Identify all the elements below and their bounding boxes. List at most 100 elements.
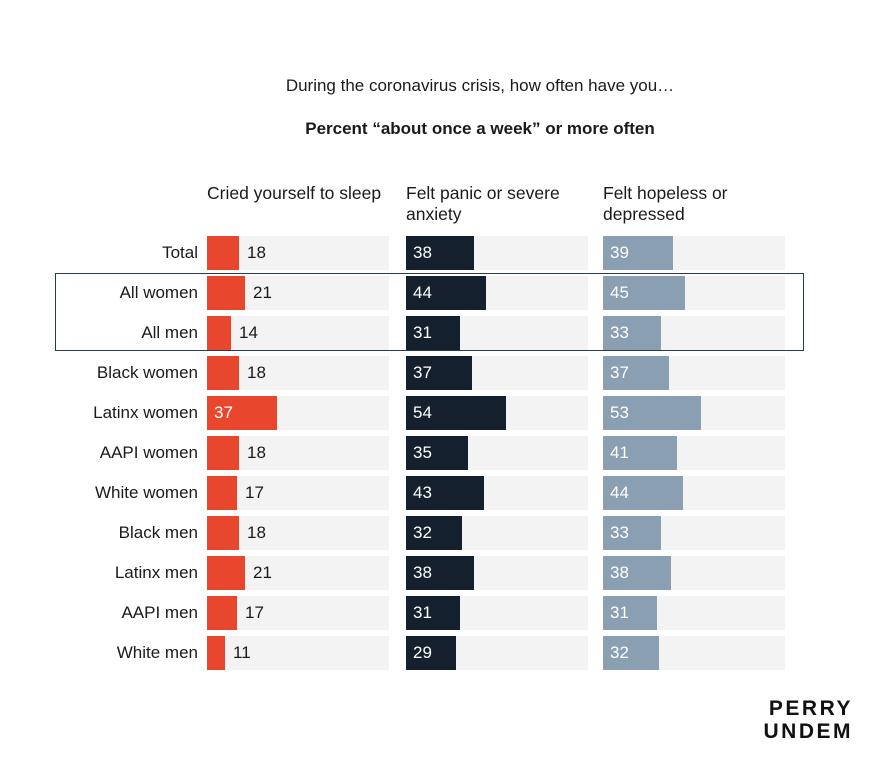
value-label-latinx-men-s2: 38 xyxy=(610,563,629,582)
bar-track-white-women-s1: 43 xyxy=(406,476,588,510)
bar-track-latinx-men-s0: 21 xyxy=(207,556,389,590)
bar-aapi-men-s1 xyxy=(406,596,460,630)
value-label-all-men-s1: 31 xyxy=(413,323,432,342)
value-label-aapi-women-s0: 18 xyxy=(247,443,266,462)
bar-latinx-women-s0 xyxy=(207,396,277,430)
bar-track-aapi-women-s0: 18 xyxy=(207,436,389,470)
bar-latinx-men-s2 xyxy=(603,556,671,590)
value-label-all-men-s0: 14 xyxy=(239,323,258,342)
value-label-black-men-s1: 32 xyxy=(413,523,432,542)
bar-black-men-s1 xyxy=(406,516,462,550)
value-label-latinx-men-s0: 21 xyxy=(253,563,272,582)
bar-white-women-s2 xyxy=(603,476,683,510)
bar-latinx-men-s1 xyxy=(406,556,474,590)
bar-all-men-s2 xyxy=(603,316,661,350)
bar-track-white-men-s0: 11 xyxy=(207,636,389,670)
row-label-aapi-men: AAPI men xyxy=(121,603,198,622)
bar-track-aapi-women-s1: 35 xyxy=(406,436,588,470)
value-label-latinx-women-s2: 53 xyxy=(610,403,629,422)
row-label-latinx-men: Latinx men xyxy=(114,563,198,582)
bar-track-black-men-s0: 18 xyxy=(207,516,389,550)
bar-latinx-women-s2 xyxy=(603,396,701,430)
bar-aapi-men-s0 xyxy=(207,596,237,630)
bar-black-women-s0 xyxy=(207,356,239,390)
row-label-latinx-women: Latinx women xyxy=(93,403,198,422)
bar-track-total-s0: 18 xyxy=(207,236,389,270)
bar-track-latinx-women-s2: 53 xyxy=(603,396,785,430)
bar-all-women-s2 xyxy=(603,276,685,310)
value-label-aapi-men-s0: 17 xyxy=(245,603,264,622)
value-label-aapi-men-s1: 31 xyxy=(413,603,432,622)
bar-latinx-men-s0 xyxy=(207,556,245,590)
bar-black-men-s2 xyxy=(603,516,661,550)
value-label-all-women-s2: 45 xyxy=(610,283,629,302)
row-label-black-women: Black women xyxy=(96,363,198,382)
bar-track-black-women-s1: 37 xyxy=(406,356,588,390)
value-label-white-women-s0: 17 xyxy=(245,483,264,502)
value-label-all-women-s1: 44 xyxy=(413,283,432,302)
column-header-panic: Felt panic or severe anxiety xyxy=(406,183,560,224)
bar-white-women-s1 xyxy=(406,476,484,510)
value-label-aapi-men-s2: 31 xyxy=(610,603,629,622)
value-label-all-men-s2: 33 xyxy=(610,323,629,342)
bar-total-s1 xyxy=(406,236,474,270)
bar-track-black-women-s0: 18 xyxy=(207,356,389,390)
bar-track-black-men-s2: 33 xyxy=(603,516,785,550)
bar-all-men-s1 xyxy=(406,316,460,350)
bar-track-aapi-men-s1: 31 xyxy=(406,596,588,630)
bar-total-s2 xyxy=(603,236,673,270)
bar-track-white-men-s2: 32 xyxy=(603,636,785,670)
bar-track-all-men-s0: 14 xyxy=(207,316,389,350)
bar-track-latinx-women-s0: 37 xyxy=(207,396,389,430)
bar-track-black-women-s2: 37 xyxy=(603,356,785,390)
value-label-black-men-s0: 18 xyxy=(247,523,266,542)
bar-track-all-men-s2: 33 xyxy=(603,316,785,350)
value-label-white-men-s1: 29 xyxy=(413,643,432,662)
bar-track-all-men-s1: 31 xyxy=(406,316,588,350)
row-label-black-men: Black men xyxy=(118,523,198,542)
value-label-latinx-men-s1: 38 xyxy=(413,563,432,582)
bar-track-all-women-s2: 45 xyxy=(603,276,785,310)
bar-track-white-men-s1: 29 xyxy=(406,636,588,670)
value-label-total-s2: 39 xyxy=(610,243,629,262)
bar-aapi-men-s2 xyxy=(603,596,657,630)
value-label-white-men-s2: 32 xyxy=(610,643,629,662)
highlight-box-all-women-men xyxy=(55,273,804,351)
logo-line-2: UNDEM xyxy=(763,720,853,743)
bar-black-men-s0 xyxy=(207,516,239,550)
bar-total-s0 xyxy=(207,236,239,270)
bar-track-latinx-women-s1: 54 xyxy=(406,396,588,430)
bar-white-women-s0 xyxy=(207,476,237,510)
column-header-hopeless: Felt hopeless or depressed xyxy=(603,183,728,224)
bar-all-women-s1 xyxy=(406,276,486,310)
bar-latinx-women-s1 xyxy=(406,396,506,430)
value-label-aapi-women-s1: 35 xyxy=(413,443,432,462)
bar-track-aapi-men-s2: 31 xyxy=(603,596,785,630)
bar-all-women-s0 xyxy=(207,276,245,310)
bar-aapi-women-s2 xyxy=(603,436,677,470)
row-label-all-women: All women xyxy=(119,283,198,302)
bar-track-latinx-men-s1: 38 xyxy=(406,556,588,590)
chart-title: During the coronavirus crisis, how often… xyxy=(285,76,675,95)
value-label-black-men-s2: 33 xyxy=(610,523,629,542)
bar-white-men-s1 xyxy=(406,636,456,670)
bar-track-total-s2: 39 xyxy=(603,236,785,270)
bar-black-women-s1 xyxy=(406,356,472,390)
bar-white-men-s0 xyxy=(207,636,225,670)
logo-line-1: PERRY xyxy=(768,697,853,720)
value-label-white-men-s0: 11 xyxy=(233,643,251,662)
bar-white-men-s2 xyxy=(603,636,659,670)
value-label-total-s0: 18 xyxy=(247,243,266,262)
value-label-aapi-women-s2: 41 xyxy=(610,443,629,462)
row-label-all-men: All men xyxy=(141,323,198,342)
value-label-black-women-s1: 37 xyxy=(413,363,432,382)
bar-track-white-women-s0: 17 xyxy=(207,476,389,510)
bar-track-white-women-s2: 44 xyxy=(603,476,785,510)
bar-all-men-s0 xyxy=(207,316,231,350)
bar-aapi-women-s0 xyxy=(207,436,239,470)
row-label-total: Total xyxy=(162,243,198,262)
bar-track-black-men-s1: 32 xyxy=(406,516,588,550)
value-label-black-women-s2: 37 xyxy=(610,363,629,382)
bar-track-all-women-s1: 44 xyxy=(406,276,588,310)
bar-track-total-s1: 38 xyxy=(406,236,588,270)
